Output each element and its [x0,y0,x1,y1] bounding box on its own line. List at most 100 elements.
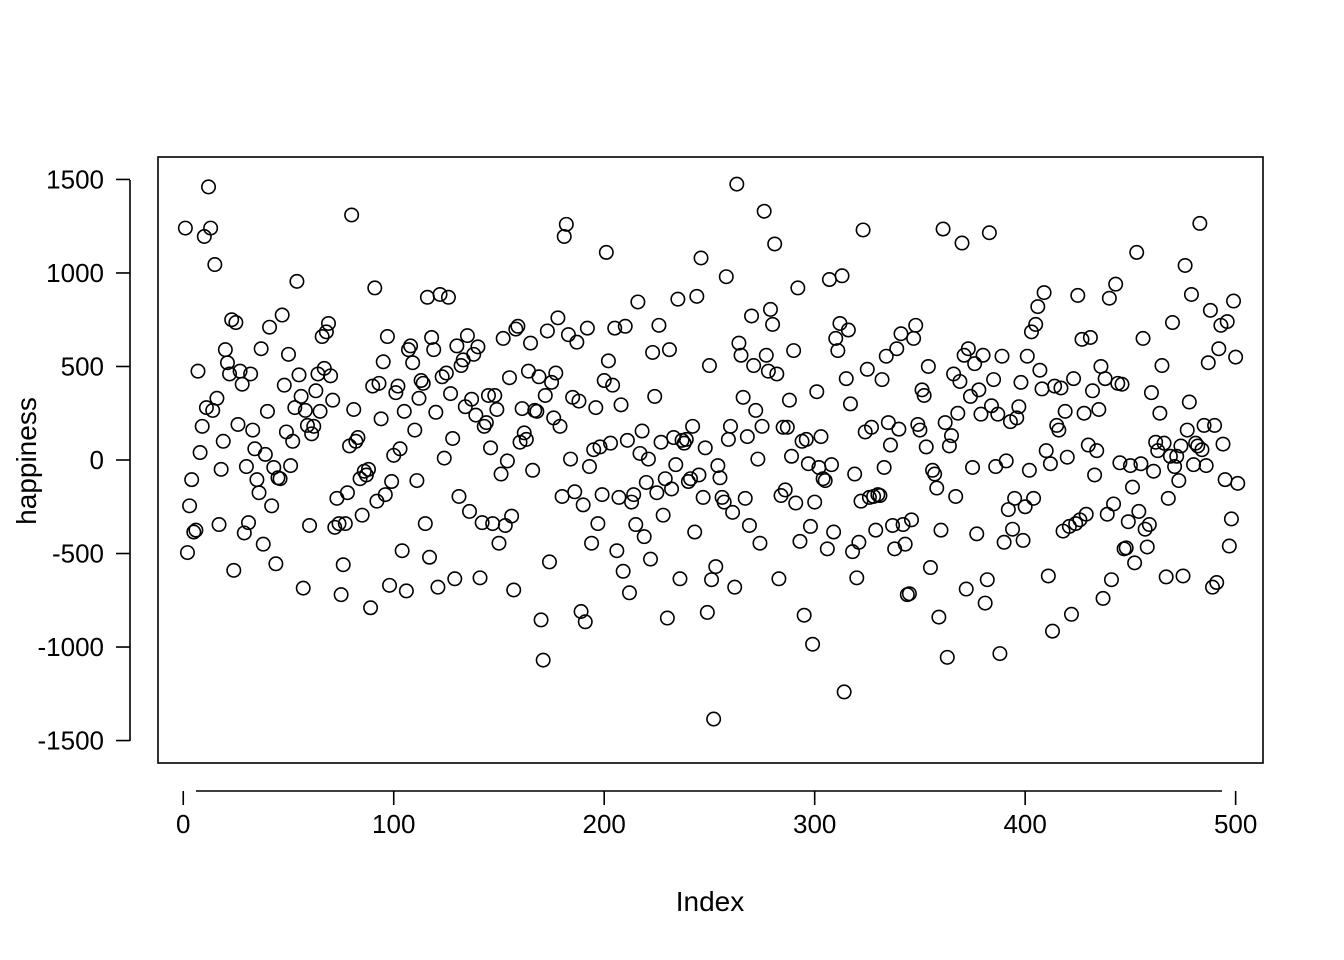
data-point [504,508,520,524]
data-point [1070,287,1086,303]
data-point [304,426,320,442]
data-point [683,471,699,487]
data-point [1194,442,1210,458]
data-point [876,459,892,475]
data-point [1169,448,1185,464]
data-point [1221,538,1237,554]
data-point [821,272,837,288]
data-point [577,614,593,630]
data-point [912,422,928,438]
data-point [308,383,324,399]
data-point [967,356,983,372]
data-point [885,517,901,533]
data-point [817,473,833,489]
data-point [678,431,694,447]
data-point [948,488,964,504]
data-point [1040,568,1056,584]
data-point [466,346,482,362]
data-point [750,451,766,467]
data-point [613,397,629,413]
data-point [918,439,934,455]
data-point [853,493,869,509]
data-point [1162,448,1178,464]
data-point [483,440,499,456]
data-point [735,389,751,405]
data-point [472,570,488,586]
data-point [958,581,974,597]
data-point [548,365,564,381]
data-point [312,403,328,419]
data-point [436,450,452,466]
data-point [369,493,385,509]
data-point [693,250,709,266]
data-point [337,516,353,532]
data-point [864,419,880,435]
data-point [508,321,524,337]
data-point [1013,374,1029,390]
data-point [367,280,383,296]
data-point [350,430,366,446]
data-point [217,342,233,358]
data-point [594,487,610,503]
data-point [238,459,254,475]
data-point [598,244,614,260]
data-point [413,373,429,389]
data-point [384,474,400,490]
data-point [777,482,793,498]
data-point [1068,516,1084,532]
y-axis-title: happiness [11,397,42,525]
data-point [405,355,421,371]
x-axis: 0 100 200 300 400 500 [176,790,1257,839]
data-point [838,371,854,387]
data-point [573,603,589,619]
data-point [335,557,351,573]
data-point [1173,438,1189,454]
data-point [893,326,909,342]
data-point [655,507,671,523]
data-point [179,545,195,561]
data-point [596,373,612,389]
data-point [908,317,924,333]
data-point [531,369,547,385]
data-point [259,403,275,419]
data-point [554,488,570,504]
data-point [291,367,307,383]
data-point [830,343,846,359]
data-point [201,179,217,195]
data-point [1158,569,1174,585]
data-point [287,400,303,416]
data-point [518,431,534,447]
data-point [943,428,959,444]
data-point [657,471,673,487]
data-point [1023,324,1039,340]
data-point [868,522,884,538]
data-point [962,388,978,404]
data-point [411,390,427,406]
data-point [927,466,943,482]
data-point [790,280,806,296]
data-point [699,604,715,620]
data-point [228,315,244,331]
data-point [1196,417,1212,433]
data-point [836,684,852,700]
data-point [977,595,993,611]
data-point [1097,371,1113,387]
data-point [1085,383,1101,399]
data-point [428,404,444,420]
data-point [1036,285,1052,301]
data-point [215,433,231,449]
data-point [390,378,406,394]
data-point [424,329,440,345]
data-point [533,612,549,628]
data-point [1087,467,1103,483]
data-point [203,220,219,236]
data-point [1230,475,1246,491]
data-point [230,416,246,432]
data-point [901,586,917,602]
data-point [1135,330,1151,346]
data-point [931,609,947,625]
data-point [781,392,797,408]
data-point [1095,590,1111,606]
data-point [550,310,566,326]
data-point [851,534,867,550]
